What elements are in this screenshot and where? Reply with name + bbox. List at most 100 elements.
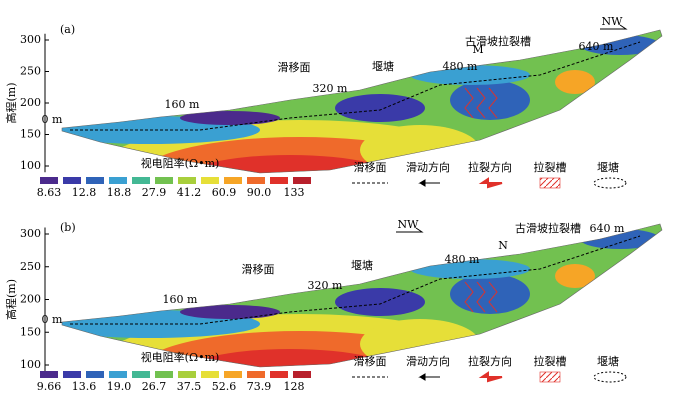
legend-label: 滑动方向	[406, 160, 450, 174]
colorbar-label: 73.9	[247, 380, 272, 393]
y-axis-label: 高程(m)	[4, 82, 18, 123]
colorbar-swatch	[132, 371, 150, 378]
colorbar-label: 60.9	[212, 186, 237, 199]
y-tick-label: 250	[20, 260, 41, 273]
colorbar-swatch	[201, 371, 219, 378]
colorbar-label: 90.0	[247, 186, 272, 199]
fissure	[476, 281, 486, 313]
legend-label: 堰塘	[597, 160, 619, 174]
y-tick-label: 100	[20, 358, 41, 371]
legend-slide-arrow	[418, 179, 440, 187]
resistivity-zone	[450, 274, 530, 314]
resistivity-zone	[180, 305, 280, 319]
resistivity-zone	[555, 70, 595, 94]
colorbar-swatch	[270, 177, 288, 184]
legend-pond	[593, 177, 627, 189]
y-tick-label: 100	[20, 159, 41, 172]
colorbar-swatch	[201, 177, 219, 184]
legend-fissure	[539, 371, 561, 383]
fissure	[464, 281, 474, 313]
colorbar-swatch	[109, 371, 127, 378]
annotation: 640 m	[579, 40, 614, 53]
legend-crack-arrow	[478, 371, 503, 383]
annotation: 0 m	[42, 113, 63, 126]
colorbar-label: 19.0	[107, 380, 132, 393]
colorbar-label: 9.66	[37, 380, 62, 393]
annotation: 480 m	[443, 60, 478, 73]
direction-arrow	[600, 24, 628, 30]
colorbar-swatch	[63, 177, 81, 184]
annotation: 古滑坡拉裂槽	[465, 34, 531, 48]
colorbar-title: 视电阻率(Ω•m)	[141, 156, 220, 170]
annotation: NW	[602, 15, 624, 28]
annotation: 堰塘	[351, 258, 373, 272]
annotation: 滑移面	[242, 263, 275, 276]
colorbar-swatch	[40, 371, 58, 378]
annotation: 480 m	[445, 253, 480, 266]
colorbar-title: 视电阻率(Ω•m)	[141, 350, 220, 364]
colorbar-label: 133	[284, 186, 305, 199]
colorbar-swatch	[293, 371, 311, 378]
y-tick-label: 200	[20, 293, 41, 306]
legend-slide-arrow	[418, 373, 440, 381]
colorbar-swatch	[224, 177, 242, 184]
colorbar-label: 13.6	[72, 380, 97, 393]
resistivity-zone	[555, 264, 595, 288]
annotation: 160 m	[165, 98, 200, 111]
y-tick-label: 250	[20, 65, 41, 78]
colorbar-swatch	[155, 177, 173, 184]
panel-label: (a)	[60, 23, 75, 36]
legend-label: 滑动方向	[406, 354, 450, 368]
colorbar-swatch	[155, 371, 173, 378]
colorbar-swatch	[109, 177, 127, 184]
colorbar-swatch	[63, 371, 81, 378]
annotation: 滑移面	[278, 61, 311, 74]
annotation: 堰塘	[372, 59, 394, 73]
colorbar-swatch	[178, 371, 196, 378]
annotation: 640 m	[590, 222, 625, 235]
colorbar-label: 37.5	[177, 380, 202, 393]
resistivity-zone	[450, 80, 530, 120]
resistivity-zone	[335, 288, 425, 316]
annotation: 古滑坡拉裂槽	[515, 221, 581, 235]
slip-surface	[70, 41, 641, 131]
colorbar-label: 12.8	[72, 186, 97, 199]
colorbar-swatch	[224, 371, 242, 378]
legend-label: 堰塘	[597, 354, 619, 368]
colorbar-label: 52.6	[212, 380, 237, 393]
legend-label: 拉裂槽	[534, 354, 567, 368]
colorbar-swatch	[247, 177, 265, 184]
colorbar-label: 41.2	[177, 186, 202, 199]
y-tick-label: 150	[20, 128, 41, 141]
y-tick-label: 300	[20, 33, 41, 46]
fissure	[476, 87, 486, 119]
colorbar-label: 26.7	[142, 380, 167, 393]
resistivity-zone	[180, 111, 280, 125]
panel-label: (b)	[60, 221, 76, 234]
annotation: 320 m	[308, 279, 343, 292]
colorbar-swatch	[86, 371, 104, 378]
slip-surface	[70, 235, 641, 325]
y-axis-label: 高程(m)	[4, 279, 18, 320]
colorbar-swatch	[86, 177, 104, 184]
fissure	[488, 281, 498, 313]
colorbar-swatch	[40, 177, 58, 184]
colorbar-swatch	[293, 177, 311, 184]
colorbar-swatch	[247, 371, 265, 378]
colorbar-label: 27.9	[142, 186, 167, 199]
legend-label: 滑移面	[354, 161, 387, 174]
colorbar-swatch	[270, 371, 288, 378]
legend-crack-arrow	[478, 177, 503, 189]
resistivity-zone	[335, 94, 425, 122]
annotation: NW	[398, 218, 420, 231]
legend-label: 拉裂方向	[468, 160, 512, 174]
direction-arrow	[396, 227, 424, 233]
y-tick-label: 150	[20, 325, 41, 338]
fissure	[488, 87, 498, 119]
section-outline	[61, 223, 663, 368]
legend-label: 拉裂槽	[534, 160, 567, 174]
annotation: 0 m	[42, 313, 63, 326]
legend-fissure	[539, 177, 561, 189]
annotation: 320 m	[313, 82, 348, 95]
